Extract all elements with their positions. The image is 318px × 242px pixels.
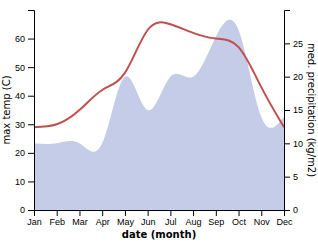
y-axis-tick-label: 40 — [15, 91, 25, 101]
x-axis-tick-mark — [216, 210, 217, 216]
y2-axis-tick: 25 — [284, 39, 303, 49]
x-axis-tick-label: Dec — [276, 217, 293, 227]
x-axis-tick: Dec — [276, 210, 293, 227]
y-axis-tick-mark — [28, 39, 34, 40]
x-axis-tick-label: Jun — [141, 217, 156, 227]
y2-axis-title: med. precipitation (kg/m2) — [306, 43, 317, 177]
y-axis-tick-mark — [28, 96, 34, 97]
x-axis-tick: Jun — [141, 210, 156, 227]
y2-axis-tick-mark — [284, 210, 290, 211]
y-axis-tick-mark — [28, 153, 34, 154]
y-axis-tick-label: 0 — [20, 205, 25, 215]
x-axis-tick-label: Feb — [49, 217, 65, 227]
y-axis-tick: 0 — [20, 205, 34, 215]
y-axis-tick-mark — [28, 181, 34, 182]
x-axis-tick: Apr — [96, 210, 110, 227]
x-axis-tick-label: Oct — [232, 217, 247, 227]
x-axis-tick-label: May — [117, 217, 135, 227]
y2-axis-tick: 10 — [284, 139, 303, 149]
x-axis-tick: Sep — [208, 210, 224, 227]
y-axis-title: max temp (C) — [1, 75, 12, 144]
x-axis-tick-mark — [193, 210, 194, 216]
x-axis-tick: Aug — [186, 210, 202, 227]
x-axis-tick-mark — [79, 210, 80, 216]
y-axis-tick: 30 — [15, 120, 34, 130]
x-axis: Jan Feb Mar Apr May Jun Jul Aug Sep Oct Nov Dec — [27, 210, 293, 227]
x-axis-tick: Jan — [27, 210, 42, 227]
y2-axis-tick-mark — [284, 110, 290, 111]
y-axis-tick: 50 — [15, 63, 34, 73]
y2-axis-tick-label: 20 — [293, 72, 303, 82]
y2-axis-tick-label: 25 — [293, 39, 303, 49]
y-axis-tick: 10 — [15, 177, 34, 187]
y2-axis-tick-label: 10 — [293, 139, 303, 149]
x-axis-tick: Feb — [49, 210, 65, 227]
x-axis-tick-label: Jul — [165, 217, 177, 227]
x-axis-tick: Oct — [232, 210, 247, 227]
y-axis-tick-label: 30 — [15, 120, 25, 130]
x-axis-tick-mark — [102, 210, 103, 216]
y2-axis-tick-mark — [284, 177, 290, 178]
x-axis-line — [35, 211, 285, 217]
y2-axis: 0 5 10 15 20 25 — [284, 11, 303, 216]
marks — [34, 20, 284, 210]
y-axis-tick: 60 — [15, 34, 34, 44]
y2-axis-tick: 5 — [284, 172, 298, 182]
x-axis-tick: Mar — [72, 210, 88, 227]
x-axis-tick-mark — [148, 210, 149, 216]
y-axis-tick-mark — [28, 124, 34, 125]
y2-axis-tick: 15 — [284, 105, 303, 115]
x-axis-title: date (month) — [122, 229, 196, 240]
y2-axis-tick-mark — [284, 143, 290, 144]
x-axis-tick-label: Apr — [96, 217, 110, 227]
y2-axis-tick-label: 0 — [293, 205, 298, 215]
y-axis-tick-label: 60 — [15, 34, 25, 44]
plot: JanFebMarAprMayJunJulAugSepOctNovDec0102… — [15, 11, 303, 228]
x-axis-tick: May — [117, 210, 135, 227]
y-axis-tick-mark — [28, 67, 34, 68]
x-axis-tick-mark — [125, 210, 126, 216]
y2-axis-line — [285, 11, 291, 211]
x-axis-tick-label: Jan — [27, 217, 42, 227]
y2-axis-tick: 20 — [284, 72, 303, 82]
x-axis-tick-mark — [239, 210, 240, 216]
x-axis-tick-label: Aug — [186, 217, 202, 227]
chart: JanFebMarAprMayJunJulAugSepOctNovDec0102… — [0, 0, 318, 242]
x-axis-tick-mark — [170, 210, 171, 216]
y-axis-tick-label: 10 — [15, 177, 25, 187]
x-axis-tick-label: Mar — [72, 217, 88, 227]
y2-axis-tick-label: 5 — [293, 172, 298, 182]
precipitation-area — [34, 20, 284, 210]
y-axis-tick-mark — [28, 210, 34, 211]
y2-axis-tick: 0 — [284, 205, 298, 215]
x-axis-tick: Nov — [254, 210, 271, 227]
y-axis-tick: 20 — [15, 148, 34, 158]
y2-axis-tick-label: 15 — [293, 105, 303, 115]
temperature-line — [34, 22, 284, 127]
y-axis-tick-label: 50 — [15, 63, 25, 73]
x-axis-tick-label: Nov — [254, 217, 271, 227]
y2-axis-tick-mark — [284, 77, 290, 78]
x-axis-tick-mark — [57, 210, 58, 216]
x-axis-tick: Jul — [165, 210, 177, 227]
y-axis-tick-label: 20 — [15, 148, 25, 158]
y-axis-line — [28, 11, 35, 211]
y2-axis-tick-mark — [284, 43, 290, 44]
y-axis-tick: 40 — [15, 91, 34, 101]
x-axis-tick-label: Sep — [208, 217, 224, 227]
x-axis-tick-mark — [261, 210, 262, 216]
y-axis: 0 10 20 30 40 50 60 — [15, 11, 35, 216]
